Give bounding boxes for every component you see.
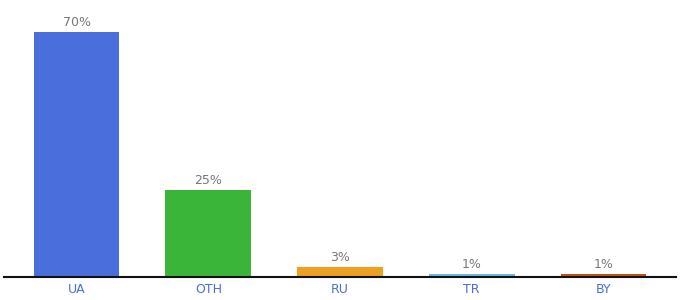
Text: 70%: 70% xyxy=(63,16,90,29)
Bar xyxy=(297,267,383,277)
Text: 1%: 1% xyxy=(594,258,613,271)
Text: 1%: 1% xyxy=(462,258,481,271)
Bar xyxy=(34,32,120,277)
Text: 25%: 25% xyxy=(194,174,222,187)
Text: 3%: 3% xyxy=(330,251,350,264)
Bar xyxy=(429,274,515,277)
Bar xyxy=(165,190,251,277)
Bar xyxy=(560,274,646,277)
